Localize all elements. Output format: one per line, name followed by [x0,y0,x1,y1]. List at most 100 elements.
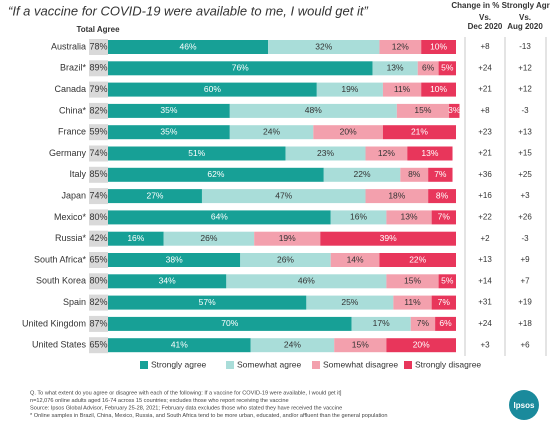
change-value: -13 [519,42,531,51]
bar-segment [396,103,450,118]
change-value: +14 [478,276,492,285]
value-label: 41% [171,339,188,349]
legend-swatch [312,361,320,369]
category-label: Spain [63,297,86,307]
change-value: +7 [520,276,530,285]
value-label: 70% [221,318,238,328]
change-value: +13 [518,127,532,136]
bar-segment [254,231,321,246]
bar-segment [421,40,456,54]
bar-segment [240,253,331,267]
value-label: 35% [160,126,177,136]
bar-segment [435,316,456,331]
value-label: 6% [439,318,452,328]
bar-segment [108,316,352,331]
bar-segment [330,253,380,267]
bar-segment [438,274,456,289]
bar-segment [334,338,387,353]
total-label: 82% [89,105,107,115]
change-header: Change in % Strongly Agree [451,1,550,10]
value-label: 19% [341,84,358,94]
value-label: 39% [380,233,397,243]
column-header: Vs. [479,13,491,22]
bar-segment [108,231,164,246]
value-label: 46% [298,276,315,286]
total-label: 78% [89,41,107,51]
bar-segment [438,61,456,76]
category-label: South Africa* [34,254,87,264]
chart-title: “If a vaccine for COVID-19 were availabl… [8,3,368,18]
change-value: +25 [518,170,532,179]
category-label: Canada [54,84,86,94]
change-value: +31 [478,298,492,307]
bar-segment [421,82,456,97]
logo-badge [509,390,539,420]
legend-label: Somewhat disagree [323,359,398,369]
column-header: Dec 2020 [468,22,503,31]
logo: Ipsos [514,401,535,410]
value-label: 46% [180,41,197,51]
value-label: 21% [411,126,428,136]
total-label: 80% [89,212,107,222]
bar-segment [365,146,408,161]
total-box [89,230,108,247]
total-label: 79% [89,84,107,94]
bar-segment [108,253,241,267]
category-label: Australia [51,41,86,51]
total-box [89,337,108,354]
bar-segment [108,61,373,76]
change-value: +2 [480,234,490,243]
value-label: 26% [277,254,294,264]
total-label: 65% [89,254,107,264]
bar-segment [229,125,314,140]
legend-label: Strongly agree [151,359,207,369]
total-label: 59% [89,127,107,137]
value-label: 15% [352,339,369,349]
bar-segment [285,146,366,161]
value-label: 60% [204,84,221,94]
footnote: n=12,076 online adults aged 16-74 across… [30,398,289,404]
value-label: 22% [409,254,426,264]
change-value: +24 [478,63,492,72]
value-label: 14% [347,254,364,264]
bar-segment [330,210,387,225]
value-label: 8% [436,190,449,200]
bar-segment [108,103,230,118]
category-label: Germany [49,148,87,158]
change-value: +16 [478,191,492,200]
bar-segment [108,274,227,289]
value-label: 24% [284,339,301,349]
value-label: 16% [350,212,367,222]
value-label: 8% [408,169,421,179]
change-value: +21 [478,149,492,158]
change-value: +9 [520,255,530,264]
bar-segment [323,167,401,182]
change-value: +36 [478,170,492,179]
bar-segment [108,82,317,97]
bar-segment [108,167,324,182]
value-label: 24% [263,126,280,136]
column-header: Vs. [519,13,531,22]
change-value: +22 [478,213,492,222]
value-label: 11% [404,297,421,307]
value-label: 57% [199,297,216,307]
value-label: 7% [438,297,451,307]
value-label: 38% [166,254,183,264]
change-value: +12 [518,85,532,94]
bar-segment [250,338,335,353]
value-label: 32% [315,41,332,51]
value-label: 20% [413,339,430,349]
footnote: Source: Ipsos Global Advisor, February 2… [30,405,342,411]
value-label: 12% [392,41,409,51]
value-label: 35% [160,105,177,115]
bar-segment [372,61,418,76]
value-label: 34% [159,276,176,286]
change-value: +8 [480,42,490,51]
category-label: United States [32,340,87,350]
category-label: Brazil* [60,63,87,73]
bar-segment [386,274,439,289]
value-label: 51% [188,148,205,158]
total-box [89,39,108,55]
